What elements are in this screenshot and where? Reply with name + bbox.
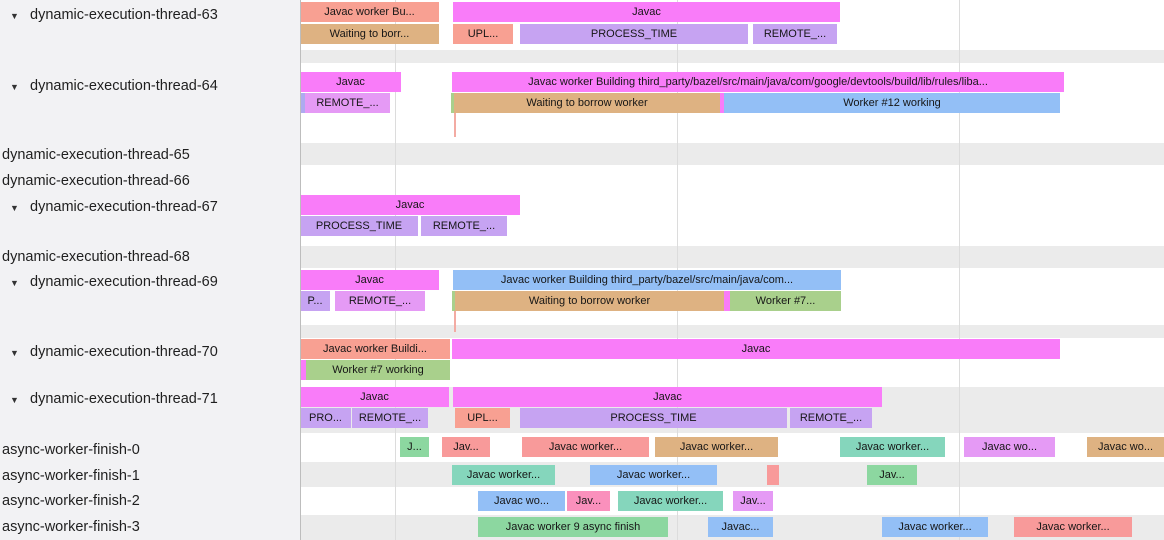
trace-slice[interactable]: REMOTE_... — [753, 24, 837, 44]
trace-slice[interactable]: Waiting to borr... — [300, 24, 439, 44]
trace-slice[interactable] — [452, 291, 455, 311]
sidebar-track-async-worker-finish-2[interactable]: async-worker-finish-2 — [0, 492, 300, 510]
track-name-label: dynamic-execution-thread-68 — [2, 249, 190, 265]
track-name-label: dynamic-execution-thread-71 — [30, 391, 218, 407]
trace-slice[interactable]: REMOTE_... — [790, 408, 872, 428]
trace-slice[interactable] — [724, 291, 730, 311]
track-name-label: dynamic-execution-thread-63 — [30, 7, 218, 23]
trace-slice[interactable]: PROCESS_TIME — [520, 408, 787, 428]
track-background-band — [301, 325, 1164, 338]
trace-slice[interactable]: UPL... — [455, 408, 510, 428]
trace-slice[interactable]: Javac — [300, 195, 520, 215]
track-name-label: dynamic-execution-thread-67 — [30, 199, 218, 215]
trace-slice[interactable]: Javac worker Bu... — [300, 2, 439, 22]
trace-slice[interactable]: Worker #7... — [730, 291, 841, 311]
trace-slice[interactable]: Jav... — [567, 491, 610, 511]
track-name-label: async-worker-finish-1 — [2, 468, 140, 484]
collapse-arrow-icon[interactable]: ▼ — [10, 82, 19, 92]
trace-slice[interactable]: Javac — [300, 72, 401, 92]
sidebar-track-async-worker-finish-3[interactable]: async-worker-finish-3 — [0, 518, 300, 536]
instant-event-tick[interactable] — [454, 311, 456, 332]
time-gridline — [959, 0, 960, 540]
collapse-arrow-icon[interactable]: ▼ — [10, 11, 19, 21]
trace-slice[interactable]: Javac worker... — [840, 437, 945, 457]
trace-slice[interactable]: PROCESS_TIME — [520, 24, 748, 44]
trace-slice[interactable]: Javac — [452, 339, 1060, 359]
trace-slice[interactable]: Jav... — [733, 491, 773, 511]
trace-slice[interactable] — [300, 93, 305, 113]
sidebar-track-dynamic-execution-thread-68[interactable]: dynamic-execution-thread-68 — [0, 248, 300, 266]
track-name-label: dynamic-execution-thread-64 — [30, 78, 218, 94]
track-background-band — [301, 462, 1164, 487]
trace-slice[interactable]: Waiting to borrow worker — [455, 291, 724, 311]
track-name-label: dynamic-execution-thread-65 — [2, 147, 190, 163]
trace-slice[interactable]: REMOTE_... — [335, 291, 425, 311]
trace-slice[interactable]: Javac — [300, 387, 449, 407]
sidebar-track-dynamic-execution-thread-63[interactable]: ▼ dynamic-execution-thread-63 — [0, 6, 300, 24]
track-name-label: async-worker-finish-0 — [2, 442, 140, 458]
trace-slice[interactable]: REMOTE_... — [305, 93, 390, 113]
trace-slice[interactable]: Javac wo... — [964, 437, 1055, 457]
sidebar-track-async-worker-finish-1[interactable]: async-worker-finish-1 — [0, 467, 300, 485]
trace-slice[interactable]: REMOTE_... — [421, 216, 507, 236]
trace-slice[interactable]: Javac worker Building third_party/bazel/… — [453, 270, 841, 290]
trace-slice[interactable]: Waiting to borrow worker — [454, 93, 720, 113]
trace-slice[interactable]: UPL... — [453, 24, 513, 44]
trace-slice[interactable]: REMOTE_... — [352, 408, 428, 428]
trace-slice[interactable]: Javac worker Buildi... — [300, 339, 450, 359]
trace-slice[interactable]: Javac worker... — [522, 437, 649, 457]
track-name-sidebar: ▼ dynamic-execution-thread-63 ▼ dynamic-exe… — [0, 0, 301, 540]
track-background-band — [301, 50, 1164, 63]
track-background-band — [301, 246, 1164, 268]
trace-slice[interactable]: Worker #7 working — [306, 360, 450, 380]
trace-slice[interactable]: Javac worker... — [618, 491, 723, 511]
trace-slice[interactable]: Jav... — [442, 437, 490, 457]
collapse-arrow-icon[interactable]: ▼ — [10, 348, 19, 358]
sidebar-track-async-worker-finish-0[interactable]: async-worker-finish-0 — [0, 441, 300, 459]
track-name-label: async-worker-finish-2 — [2, 493, 140, 509]
trace-slice[interactable]: Javac — [300, 270, 439, 290]
trace-slice[interactable] — [300, 360, 306, 380]
sidebar-track-dynamic-execution-thread-66[interactable]: dynamic-execution-thread-66 — [0, 172, 300, 190]
trace-slice[interactable]: PROCESS_TIME — [300, 216, 418, 236]
collapse-arrow-icon[interactable]: ▼ — [10, 278, 19, 288]
trace-slice[interactable] — [451, 93, 454, 113]
trace-slice[interactable] — [767, 465, 779, 485]
trace-slice[interactable]: Javac worker 9 async finish — [478, 517, 668, 537]
trace-slice[interactable]: J... — [400, 437, 429, 457]
trace-slice[interactable]: Javac worker... — [655, 437, 778, 457]
trace-slice[interactable]: PRO... — [300, 408, 351, 428]
collapse-arrow-icon[interactable]: ▼ — [10, 203, 19, 213]
trace-slice[interactable]: Javac worker... — [1014, 517, 1132, 537]
track-name-label: dynamic-execution-thread-66 — [2, 173, 190, 189]
instant-event-tick[interactable] — [454, 113, 456, 137]
sidebar-track-dynamic-execution-thread-69[interactable]: ▼ dynamic-execution-thread-69 — [0, 273, 300, 291]
track-background-band — [301, 143, 1164, 165]
trace-slice[interactable]: Javac — [453, 387, 882, 407]
track-name-label: async-worker-finish-3 — [2, 519, 140, 535]
trace-slice[interactable]: Javac worker... — [452, 465, 555, 485]
collapse-arrow-icon[interactable]: ▼ — [10, 395, 19, 405]
sidebar-track-dynamic-execution-thread-67[interactable]: ▼ dynamic-execution-thread-67 — [0, 198, 300, 216]
trace-slice[interactable]: Javac worker Building third_party/bazel/… — [452, 72, 1064, 92]
trace-slice[interactable]: Javac worker... — [882, 517, 988, 537]
trace-slice[interactable]: Javac wo... — [1087, 437, 1164, 457]
timeline-canvas[interactable]: Javac worker Bu... Javac Waiting to borr..… — [300, 0, 1164, 540]
trace-slice[interactable]: Javac — [453, 2, 840, 22]
trace-slice[interactable]: Jav... — [867, 465, 917, 485]
trace-slice[interactable] — [720, 93, 724, 113]
sidebar-track-dynamic-execution-thread-65[interactable]: dynamic-execution-thread-65 — [0, 146, 300, 164]
trace-slice[interactable]: Javac... — [708, 517, 773, 537]
sidebar-track-dynamic-execution-thread-71[interactable]: ▼ dynamic-execution-thread-71 — [0, 390, 300, 408]
trace-slice[interactable]: Javac wo... — [478, 491, 565, 511]
trace-slice[interactable]: Worker #12 working — [724, 93, 1060, 113]
trace-slice[interactable]: P... — [300, 291, 330, 311]
track-name-label: dynamic-execution-thread-69 — [30, 274, 218, 290]
track-name-label: dynamic-execution-thread-70 — [30, 344, 218, 360]
sidebar-track-dynamic-execution-thread-70[interactable]: ▼ dynamic-execution-thread-70 — [0, 343, 300, 361]
trace-slice[interactable]: Javac worker... — [590, 465, 717, 485]
sidebar-track-dynamic-execution-thread-64[interactable]: ▼ dynamic-execution-thread-64 — [0, 77, 300, 95]
